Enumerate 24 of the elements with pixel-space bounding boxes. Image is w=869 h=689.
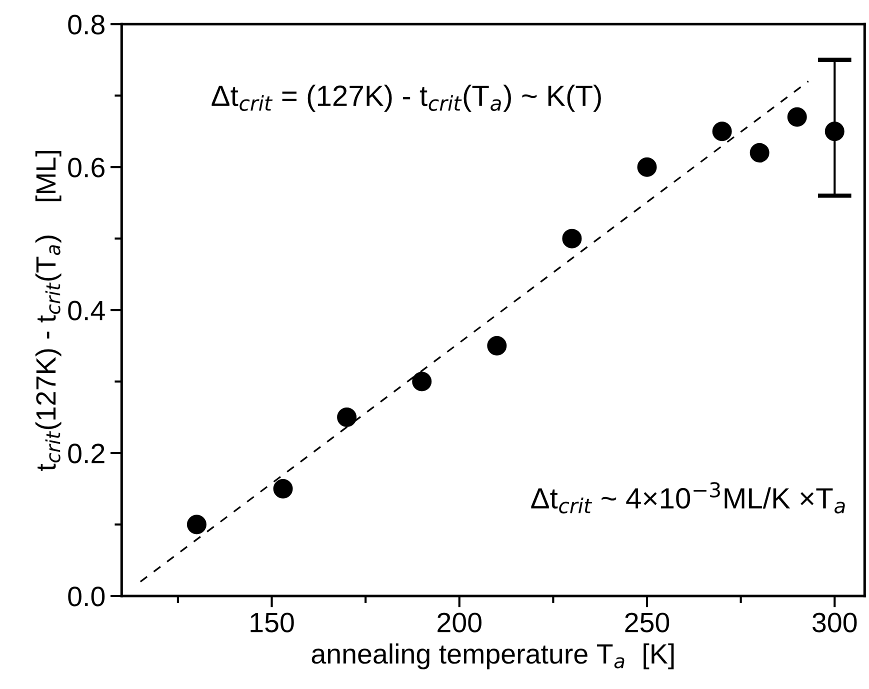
y-tick-label: 0.2 — [68, 444, 104, 464]
point — [412, 372, 432, 392]
point — [787, 107, 807, 127]
y-tick-label: 0.4 — [68, 300, 105, 320]
point — [337, 408, 357, 428]
y-tick-label: 0.6 — [68, 158, 104, 178]
point — [487, 336, 507, 356]
point — [186, 514, 206, 534]
point — [637, 157, 657, 177]
point — [824, 122, 844, 142]
point — [712, 122, 732, 142]
y-tick-label: 0.0 — [68, 586, 105, 606]
annotation: Δt$_{crit}$ = (127K) - t$_{crit}$(T$_{a}$) ~ K(T) — [212, 84, 601, 112]
y-axis-title: t$_{crit}$(127K) - t$_{crit}$(T$_{a}$) [ML] — [35, 151, 62, 471]
point — [273, 479, 293, 499]
y-tick-label: 0.8 — [68, 14, 104, 34]
x-tick-label: 200 — [438, 612, 482, 632]
point — [750, 143, 770, 163]
x-tick-label: 250 — [625, 612, 670, 632]
x-tick-label: 300 — [812, 612, 857, 632]
point — [562, 228, 582, 248]
x-tick-label: 150 — [250, 612, 294, 632]
x-axis-title: annealing temperature T$_{a}$ [K] — [312, 643, 674, 670]
annotation: Δt$_{crit}$ ~ 4×10$^{−3}$ML/K ×T$_{a}$ — [531, 482, 845, 514]
